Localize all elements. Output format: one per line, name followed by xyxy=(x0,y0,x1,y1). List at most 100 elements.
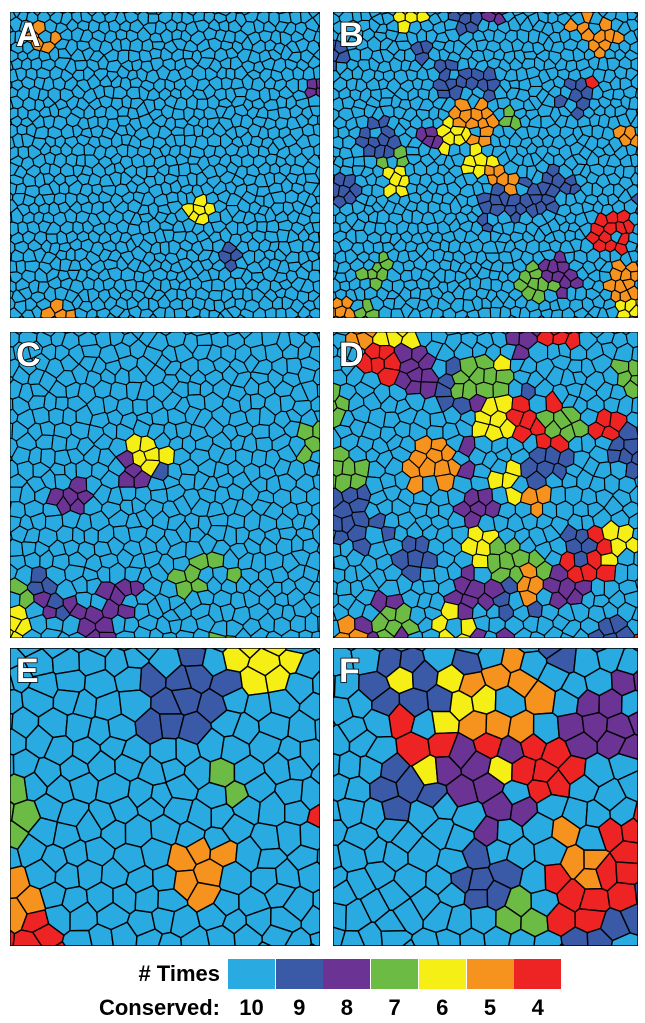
cell xyxy=(312,65,320,81)
cell xyxy=(610,932,638,946)
cell xyxy=(636,503,638,508)
tessellation-e xyxy=(10,648,320,946)
cell xyxy=(61,929,93,946)
cell xyxy=(184,315,192,318)
legend-label-8: 8 xyxy=(340,995,354,1020)
cell xyxy=(477,307,492,318)
cell xyxy=(401,938,416,946)
legend-swatch-9 xyxy=(275,959,323,989)
cell xyxy=(98,631,117,638)
cell xyxy=(634,578,638,592)
cell xyxy=(558,942,565,946)
cell xyxy=(631,396,638,415)
cell xyxy=(10,501,26,519)
cell xyxy=(619,903,638,936)
cell xyxy=(94,315,101,318)
cell xyxy=(419,316,424,318)
cell xyxy=(424,126,439,138)
cell xyxy=(615,861,638,886)
cell xyxy=(636,183,638,189)
cell xyxy=(405,146,420,156)
legend-swatch-10 xyxy=(228,959,275,989)
cell xyxy=(33,125,49,140)
panel-f: F xyxy=(333,648,638,946)
cell xyxy=(317,154,320,161)
cell xyxy=(333,902,348,932)
panel-a: A xyxy=(10,12,320,318)
cell xyxy=(216,312,225,318)
legend-swatch-4 xyxy=(514,959,562,989)
cell xyxy=(236,313,247,318)
panel-d: D xyxy=(333,332,638,638)
cell xyxy=(633,633,638,638)
cell xyxy=(489,306,502,318)
cell xyxy=(51,434,68,453)
legend-label-7: 7 xyxy=(388,995,401,1020)
panel-label-a: A xyxy=(15,16,41,54)
cell xyxy=(54,669,87,693)
cell xyxy=(115,316,122,318)
cell xyxy=(507,314,518,318)
cell xyxy=(614,316,620,318)
cell xyxy=(39,420,56,437)
cell xyxy=(471,553,489,569)
cell xyxy=(578,887,611,913)
cell xyxy=(339,315,347,318)
cell xyxy=(635,315,638,318)
tessellation-d xyxy=(333,332,638,638)
panel-c: C xyxy=(10,332,320,638)
cell xyxy=(316,332,320,344)
cell xyxy=(352,155,366,167)
cell xyxy=(211,278,226,292)
cell xyxy=(119,37,132,52)
legend-title-line1: # Times xyxy=(138,961,220,986)
tessellation-c xyxy=(10,332,320,638)
cell xyxy=(310,202,320,215)
cell xyxy=(419,566,436,583)
cell xyxy=(294,315,302,318)
cell xyxy=(196,332,213,347)
color-legend: # Times Conserved: 10 9 8 7 6 5 4 xyxy=(0,955,645,1023)
cell xyxy=(628,96,638,111)
legend-label-9: 9 xyxy=(293,995,306,1020)
cell xyxy=(318,360,320,369)
cell xyxy=(438,628,457,638)
cell xyxy=(308,307,320,318)
cell xyxy=(308,580,320,597)
legend-swatch-5 xyxy=(466,959,514,989)
cell xyxy=(593,316,599,318)
cell xyxy=(232,316,238,318)
panel-b: B xyxy=(333,12,638,318)
cell xyxy=(504,332,521,346)
cell xyxy=(263,316,268,318)
cell xyxy=(74,316,80,318)
cell xyxy=(318,269,320,275)
cell xyxy=(537,315,546,318)
cell xyxy=(477,316,482,318)
cell xyxy=(318,437,320,444)
cell xyxy=(636,426,638,436)
cell xyxy=(266,219,280,234)
cell xyxy=(275,307,287,318)
cell xyxy=(309,212,320,224)
legend-label-4: 4 xyxy=(531,995,544,1020)
cell xyxy=(50,315,57,318)
cell xyxy=(111,944,115,946)
panel-label-c: C xyxy=(15,336,41,374)
cell xyxy=(127,314,136,318)
cell xyxy=(361,315,369,318)
cell xyxy=(275,95,288,109)
cell xyxy=(304,612,319,634)
cell xyxy=(626,563,638,582)
cell xyxy=(439,315,446,318)
cell xyxy=(151,864,178,892)
legend-swatch-7 xyxy=(371,959,419,989)
legend-label-10: 10 xyxy=(239,995,264,1020)
cell xyxy=(315,78,320,89)
cell xyxy=(304,314,314,318)
cell xyxy=(316,383,320,398)
cell xyxy=(257,941,272,946)
cell xyxy=(550,309,564,318)
cell xyxy=(191,315,202,318)
cell xyxy=(18,315,25,318)
